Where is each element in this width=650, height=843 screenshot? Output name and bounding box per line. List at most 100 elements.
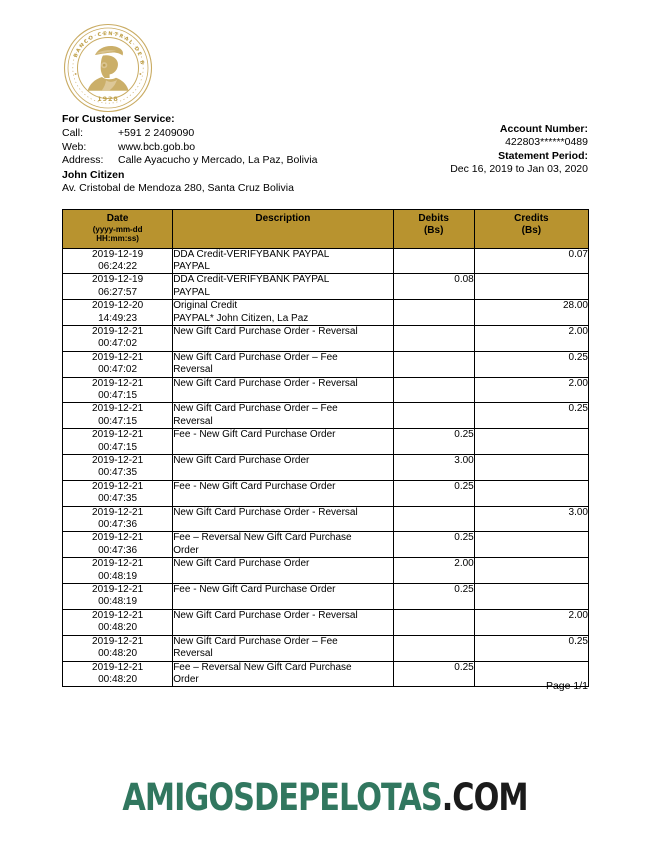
table-row: 2019-12-21 00:47:02 New Gift Card Purchase… xyxy=(61,324,590,352)
cell-credit: 0.07 xyxy=(473,247,590,275)
cell-date-line1: 2019-12-21 xyxy=(92,480,144,492)
svg-text:1928: 1928 xyxy=(97,95,118,103)
cell-credit-value: 0.07 xyxy=(568,248,588,260)
cell-debit-value: 2.00 xyxy=(454,558,474,570)
column-header-credits-label: Credits xyxy=(514,213,549,224)
table-row: 2019-12-21 00:48:19 New Gift Card Purchase… xyxy=(61,557,590,585)
cell-credit xyxy=(473,428,590,455)
cell-description: New Gift Card Purchase Order - Reversal xyxy=(172,376,394,404)
cell-date: 2019-12-19 06:24:22 xyxy=(61,247,174,275)
table-row: 2019-12-21 00:47:02 New Gift Card Purchase… xyxy=(61,350,590,378)
table-row: 2019-12-20 14:49:23 Original Credit PAYPAL*… xyxy=(61,299,590,326)
column-header-description: Description xyxy=(172,209,394,249)
cell-description-line2: Reversal xyxy=(173,364,213,376)
cell-description-line1: Fee - New Gift Card Purchase Order xyxy=(173,480,336,492)
cell-description-line1: DDA Credit-VERIFYBANK PAYPAL xyxy=(173,248,330,260)
cell-date: 2019-12-21 00:47:15 xyxy=(61,428,174,455)
table-row: 2019-12-21 00:47:35 Fee - New Gift Card Pu… xyxy=(61,479,590,507)
cell-date-line1: 2019-12-21 xyxy=(92,429,144,441)
address-label: Address: xyxy=(62,153,104,166)
web-label: Web: xyxy=(62,140,87,153)
bank-logo-seal: BANCO CENTRAL DE BOLIVIA 1928 xyxy=(59,18,154,114)
cell-description-line2: Reversal xyxy=(173,648,213,660)
web-value[interactable]: www.bcb.gob.bo xyxy=(118,140,196,153)
cell-date-line1: 2019-12-19 xyxy=(92,248,144,260)
cell-credit: 2.00 xyxy=(473,376,590,404)
cell-credit-value: 28.00 xyxy=(562,300,588,312)
cell-debit-value: 0.25 xyxy=(454,480,474,492)
cell-credit-value: 3.00 xyxy=(568,506,588,518)
cell-credit: 0.25 xyxy=(473,402,590,430)
column-header-credits-unit: (Bs) xyxy=(521,224,542,236)
cell-date-line1: 2019-12-21 xyxy=(92,584,144,596)
account-holder-address: Av. Cristobal de Mendoza 280, Santa Cruz… xyxy=(62,182,294,195)
cell-date-line2: 00:48:19 xyxy=(98,570,138,582)
cell-debit-value: 0.08 xyxy=(454,274,474,286)
cell-credit xyxy=(473,454,590,481)
cell-date-line2: 00:47:02 xyxy=(98,338,138,350)
cell-debit-value: 3.00 xyxy=(454,455,474,466)
cell-description-line1: Fee - New Gift Card Purchase Order xyxy=(173,429,336,441)
cell-date-line1: 2019-12-21 xyxy=(92,532,144,544)
column-header-date-label: Date xyxy=(106,213,129,224)
column-header-date: Date (yyyy-mm-dd HH:mm:ss) xyxy=(61,209,174,249)
cell-date-line2: 14:49:23 xyxy=(98,312,138,324)
cell-description: New Gift Card Purchase Order - Reversal xyxy=(172,608,394,636)
cell-description-line2 xyxy=(173,596,392,608)
cell-credit xyxy=(473,557,590,585)
cell-date: 2019-12-19 06:27:57 xyxy=(61,273,174,301)
cell-date-line1: 2019-12-21 xyxy=(92,635,144,647)
cell-description-line2: Reversal xyxy=(173,415,213,427)
cell-debit: 0.08 xyxy=(392,273,475,301)
account-holder-name: John Citizen xyxy=(62,169,125,181)
cell-credit-value: 0.25 xyxy=(568,635,588,647)
cell-description: DDA Credit-VERIFYBANK PAYPAL PAYPAL xyxy=(172,273,394,301)
customer-service-block: For Customer Service: Call: +591 2 24090… xyxy=(62,113,317,167)
cell-description: New Gift Card Purchase Order – Fee Revers… xyxy=(172,350,394,378)
cell-date: 2019-12-20 14:49:23 xyxy=(61,299,174,326)
cell-description-line1: New Gift Card Purchase Order - Reversal xyxy=(173,325,358,337)
cell-date-line2: 06:27:57 xyxy=(98,286,138,298)
cell-debit: 0.25 xyxy=(392,428,475,455)
cell-date-line2: 00:47:35 xyxy=(98,493,138,505)
cell-credit xyxy=(473,583,590,610)
cell-date-line2: 00:48:20 xyxy=(98,648,138,660)
address-value: Calle Ayacucho y Mercado, La Paz, Bolivi… xyxy=(118,153,318,166)
cell-description: Fee - New Gift Card Purchase Order xyxy=(172,479,394,507)
column-header-debits-label: Debits xyxy=(418,213,449,224)
cell-credit xyxy=(473,273,590,301)
cell-description-line2 xyxy=(173,571,392,583)
cell-date: 2019-12-21 00:48:20 xyxy=(61,634,174,662)
cell-description-line1: New Gift Card Purchase Order xyxy=(173,558,310,570)
cell-description: New Gift Card Purchase Order – Fee Revers… xyxy=(172,402,394,430)
cell-debit: 0.25 xyxy=(392,531,475,559)
cell-credit: 0.25 xyxy=(473,634,590,662)
cell-credit xyxy=(473,531,590,559)
cell-date-line2: 00:48:20 xyxy=(98,673,138,685)
cell-debit: 0.25 xyxy=(392,660,475,688)
cell-credit xyxy=(473,660,590,688)
cell-description-line2 xyxy=(173,390,392,402)
cell-date: 2019-12-21 00:47:15 xyxy=(61,402,174,430)
cell-credit-value: 2.00 xyxy=(568,609,588,621)
cell-date-line2: 00:47:15 xyxy=(98,441,138,453)
watermark-tld: .COM xyxy=(441,776,529,819)
cell-date-line2: 00:47:36 xyxy=(98,519,138,531)
cell-date: 2019-12-21 00:48:20 xyxy=(61,608,174,636)
cell-date-line1: 2019-12-21 xyxy=(92,351,144,363)
cell-debit: 3.00 xyxy=(392,454,475,481)
cell-date: 2019-12-21 00:48:20 xyxy=(61,660,174,688)
cell-credit-value: 0.25 xyxy=(568,403,588,415)
table-row: 2019-12-21 00:47:36 Fee – Reversal New Gif… xyxy=(61,531,590,559)
watermark-site-name: AMIGOSDEPELOTAS xyxy=(122,776,442,819)
cell-description-line1: New Gift Card Purchase Order xyxy=(173,455,310,466)
cell-credit: 3.00 xyxy=(473,505,590,533)
cell-description: DDA Credit-VERIFYBANK PAYPAL PAYPAL xyxy=(172,247,394,275)
cell-debit-value: 0.25 xyxy=(454,429,474,441)
statement-period-value: Dec 16, 2019 to Jan 03, 2020 xyxy=(450,162,588,175)
cell-date-line1: 2019-12-20 xyxy=(92,300,144,312)
cell-description: Fee - New Gift Card Purchase Order xyxy=(172,428,394,455)
cell-debit-value: 0.25 xyxy=(454,584,474,596)
cell-description: New Gift Card Purchase Order - Reversal xyxy=(172,505,394,533)
cell-description: New Gift Card Purchase Order xyxy=(172,454,394,481)
